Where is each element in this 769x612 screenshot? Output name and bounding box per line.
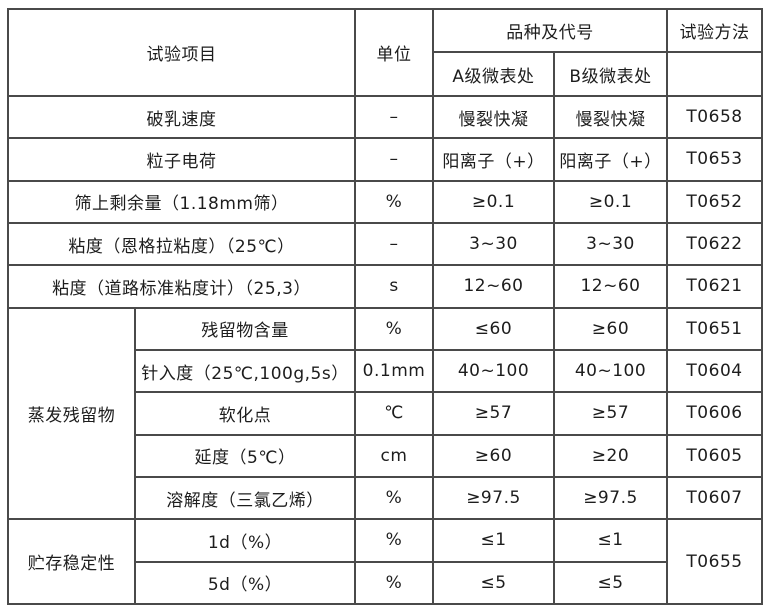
grade-a-cell: 40~100 xyxy=(432,348,555,394)
header-test-method: 试验方法 xyxy=(666,8,763,53)
unit-cell: – xyxy=(354,137,434,182)
grade-b-cell: ≤1 xyxy=(553,518,668,563)
grade-a-cell: ≥97.5 xyxy=(432,475,555,521)
item-cell: 5d（%） xyxy=(134,560,356,606)
table-row: 软化点 ℃ ≥57 ≥57 T0606 xyxy=(8,391,763,436)
unit-cell: – xyxy=(354,221,434,267)
item-cell: 溶解度（三氯乙烯） xyxy=(134,475,356,521)
unit-cell: cm xyxy=(354,433,434,478)
item-cell: 粘度（恩格拉粘度）（25℃） xyxy=(7,221,356,267)
method-cell: T0653 xyxy=(666,137,763,182)
unit-cell: 0.1mm xyxy=(354,348,434,394)
table-row: 粒子电荷 – 阳离子（+） 阳离子（+） T0653 xyxy=(7,137,763,182)
grade-a-cell: ≥60 xyxy=(432,433,555,478)
grade-b-cell: ≥20 xyxy=(553,433,668,478)
method-cell: T0607 xyxy=(666,475,763,521)
method-cell: T0621 xyxy=(666,264,763,309)
item-cell: 延度（5℃） xyxy=(134,433,356,478)
table-row: 粘度（道路标准粘度计）（25,3） s 12~60 12~60 T0621 xyxy=(7,264,763,309)
grade-a-cell: 慢裂快凝 xyxy=(432,94,555,140)
method-cell: T0605 xyxy=(666,433,763,478)
grade-b-cell: ≥60 xyxy=(553,306,668,351)
table-row: 贮存稳定性 1d（%） % ≤1 ≤1 T0655 xyxy=(7,518,763,605)
method-cell: T0604 xyxy=(666,348,763,394)
grade-b-cell: 阳离子（+） xyxy=(553,137,668,182)
header-grade-b: B级微表处 xyxy=(553,51,668,97)
item-cell: 残留物含量 xyxy=(134,306,356,351)
item-cell: 破乳速度 xyxy=(7,94,356,140)
header-variety-and-code: 品种及代号 xyxy=(432,8,668,53)
item-cell: 针入度（25℃,100g,5s） xyxy=(134,348,356,394)
grade-a-cell: ≤5 xyxy=(432,560,555,606)
item-cell: 软化点 xyxy=(134,391,356,436)
method-cell: T0655 xyxy=(666,518,763,605)
item-cell: 粘度（道路标准粘度计）（25,3） xyxy=(7,264,356,309)
header-unit: 单位 xyxy=(354,8,434,97)
grade-a-cell: 12~60 xyxy=(432,264,555,309)
table-row: 针入度（25℃,100g,5s） 0.1mm 40~100 40~100 T06… xyxy=(8,348,763,394)
header-method-empty-cell xyxy=(666,51,763,97)
grade-b-cell: ≥57 xyxy=(553,391,668,436)
method-cell: T0606 xyxy=(666,391,763,436)
unit-cell: % xyxy=(354,306,434,351)
table-header: 试验项目 单位 品种及代号 试验方法 A级微表处 B级微表处 xyxy=(7,8,763,97)
unit-cell: % xyxy=(354,475,434,521)
header-test-item: 试验项目 xyxy=(7,8,356,97)
method-cell: T0652 xyxy=(666,179,763,224)
table-body: 破乳速度 – 慢裂快凝 慢裂快凝 T0658 粒子电荷 – 阳离子（+） 阳离子… xyxy=(7,94,763,606)
grade-b-cell: ≤5 xyxy=(553,560,668,606)
method-cell: T0622 xyxy=(666,221,763,267)
grade-a-cell: ≥0.1 xyxy=(432,179,555,224)
group-cell-evaporation-residue: 蒸发残留物 xyxy=(7,306,136,521)
grade-b-cell: 3~30 xyxy=(553,221,668,267)
method-cell: T0658 xyxy=(666,94,763,140)
grade-a-cell: ≤60 xyxy=(432,306,555,351)
unit-cell: % xyxy=(354,179,434,224)
table-row: 破乳速度 – 慢裂快凝 慢裂快凝 T0658 xyxy=(7,94,763,140)
table-row: 粘度（恩格拉粘度）（25℃） – 3~30 3~30 T0622 xyxy=(7,221,763,267)
grade-a-cell: 3~30 xyxy=(432,221,555,267)
item-cell: 粒子电荷 xyxy=(7,137,356,182)
grade-b-cell: 慢裂快凝 xyxy=(553,94,668,140)
method-cell: T0651 xyxy=(666,306,763,351)
grade-b-cell: ≥97.5 xyxy=(553,475,668,521)
grade-b-cell: 40~100 xyxy=(553,348,668,394)
item-cell: 筛上剩余量（1.18mm筛） xyxy=(7,179,356,224)
unit-cell: % xyxy=(354,560,434,606)
header-row-1: 试验项目 单位 品种及代号 试验方法 xyxy=(7,8,763,97)
grade-b-cell: 12~60 xyxy=(553,264,668,309)
group-cell-storage-stability: 贮存稳定性 xyxy=(7,518,136,605)
item-cell: 1d（%） xyxy=(134,518,356,563)
header-row-2: A级微表处 B级微表处 xyxy=(8,51,763,97)
grade-a-cell: ≥57 xyxy=(432,391,555,436)
table-row: 延度（5℃） cm ≥60 ≥20 T0605 xyxy=(8,433,763,478)
table-row: 蒸发残留物 残留物含量 % ≤60 ≥60 T0651 xyxy=(7,306,763,521)
unit-cell: ℃ xyxy=(354,391,434,436)
unit-cell: – xyxy=(354,94,434,140)
table-row: 5d（%） % ≤5 ≤5 xyxy=(8,560,762,606)
spec-table: 试验项目 单位 品种及代号 试验方法 A级微表处 B级微表处 破乳速度 – 慢裂… xyxy=(7,8,763,606)
header-grade-a: A级微表处 xyxy=(432,51,555,97)
unit-cell: % xyxy=(354,518,434,563)
grade-a-cell: 阳离子（+） xyxy=(432,137,555,182)
grade-b-cell: ≥0.1 xyxy=(553,179,668,224)
table-row: 溶解度（三氯乙烯） % ≥97.5 ≥97.5 T0607 xyxy=(8,475,763,521)
unit-cell: s xyxy=(354,264,434,309)
grade-a-cell: ≤1 xyxy=(432,518,555,563)
table-row: 筛上剩余量（1.18mm筛） % ≥0.1 ≥0.1 T0652 xyxy=(7,179,763,224)
